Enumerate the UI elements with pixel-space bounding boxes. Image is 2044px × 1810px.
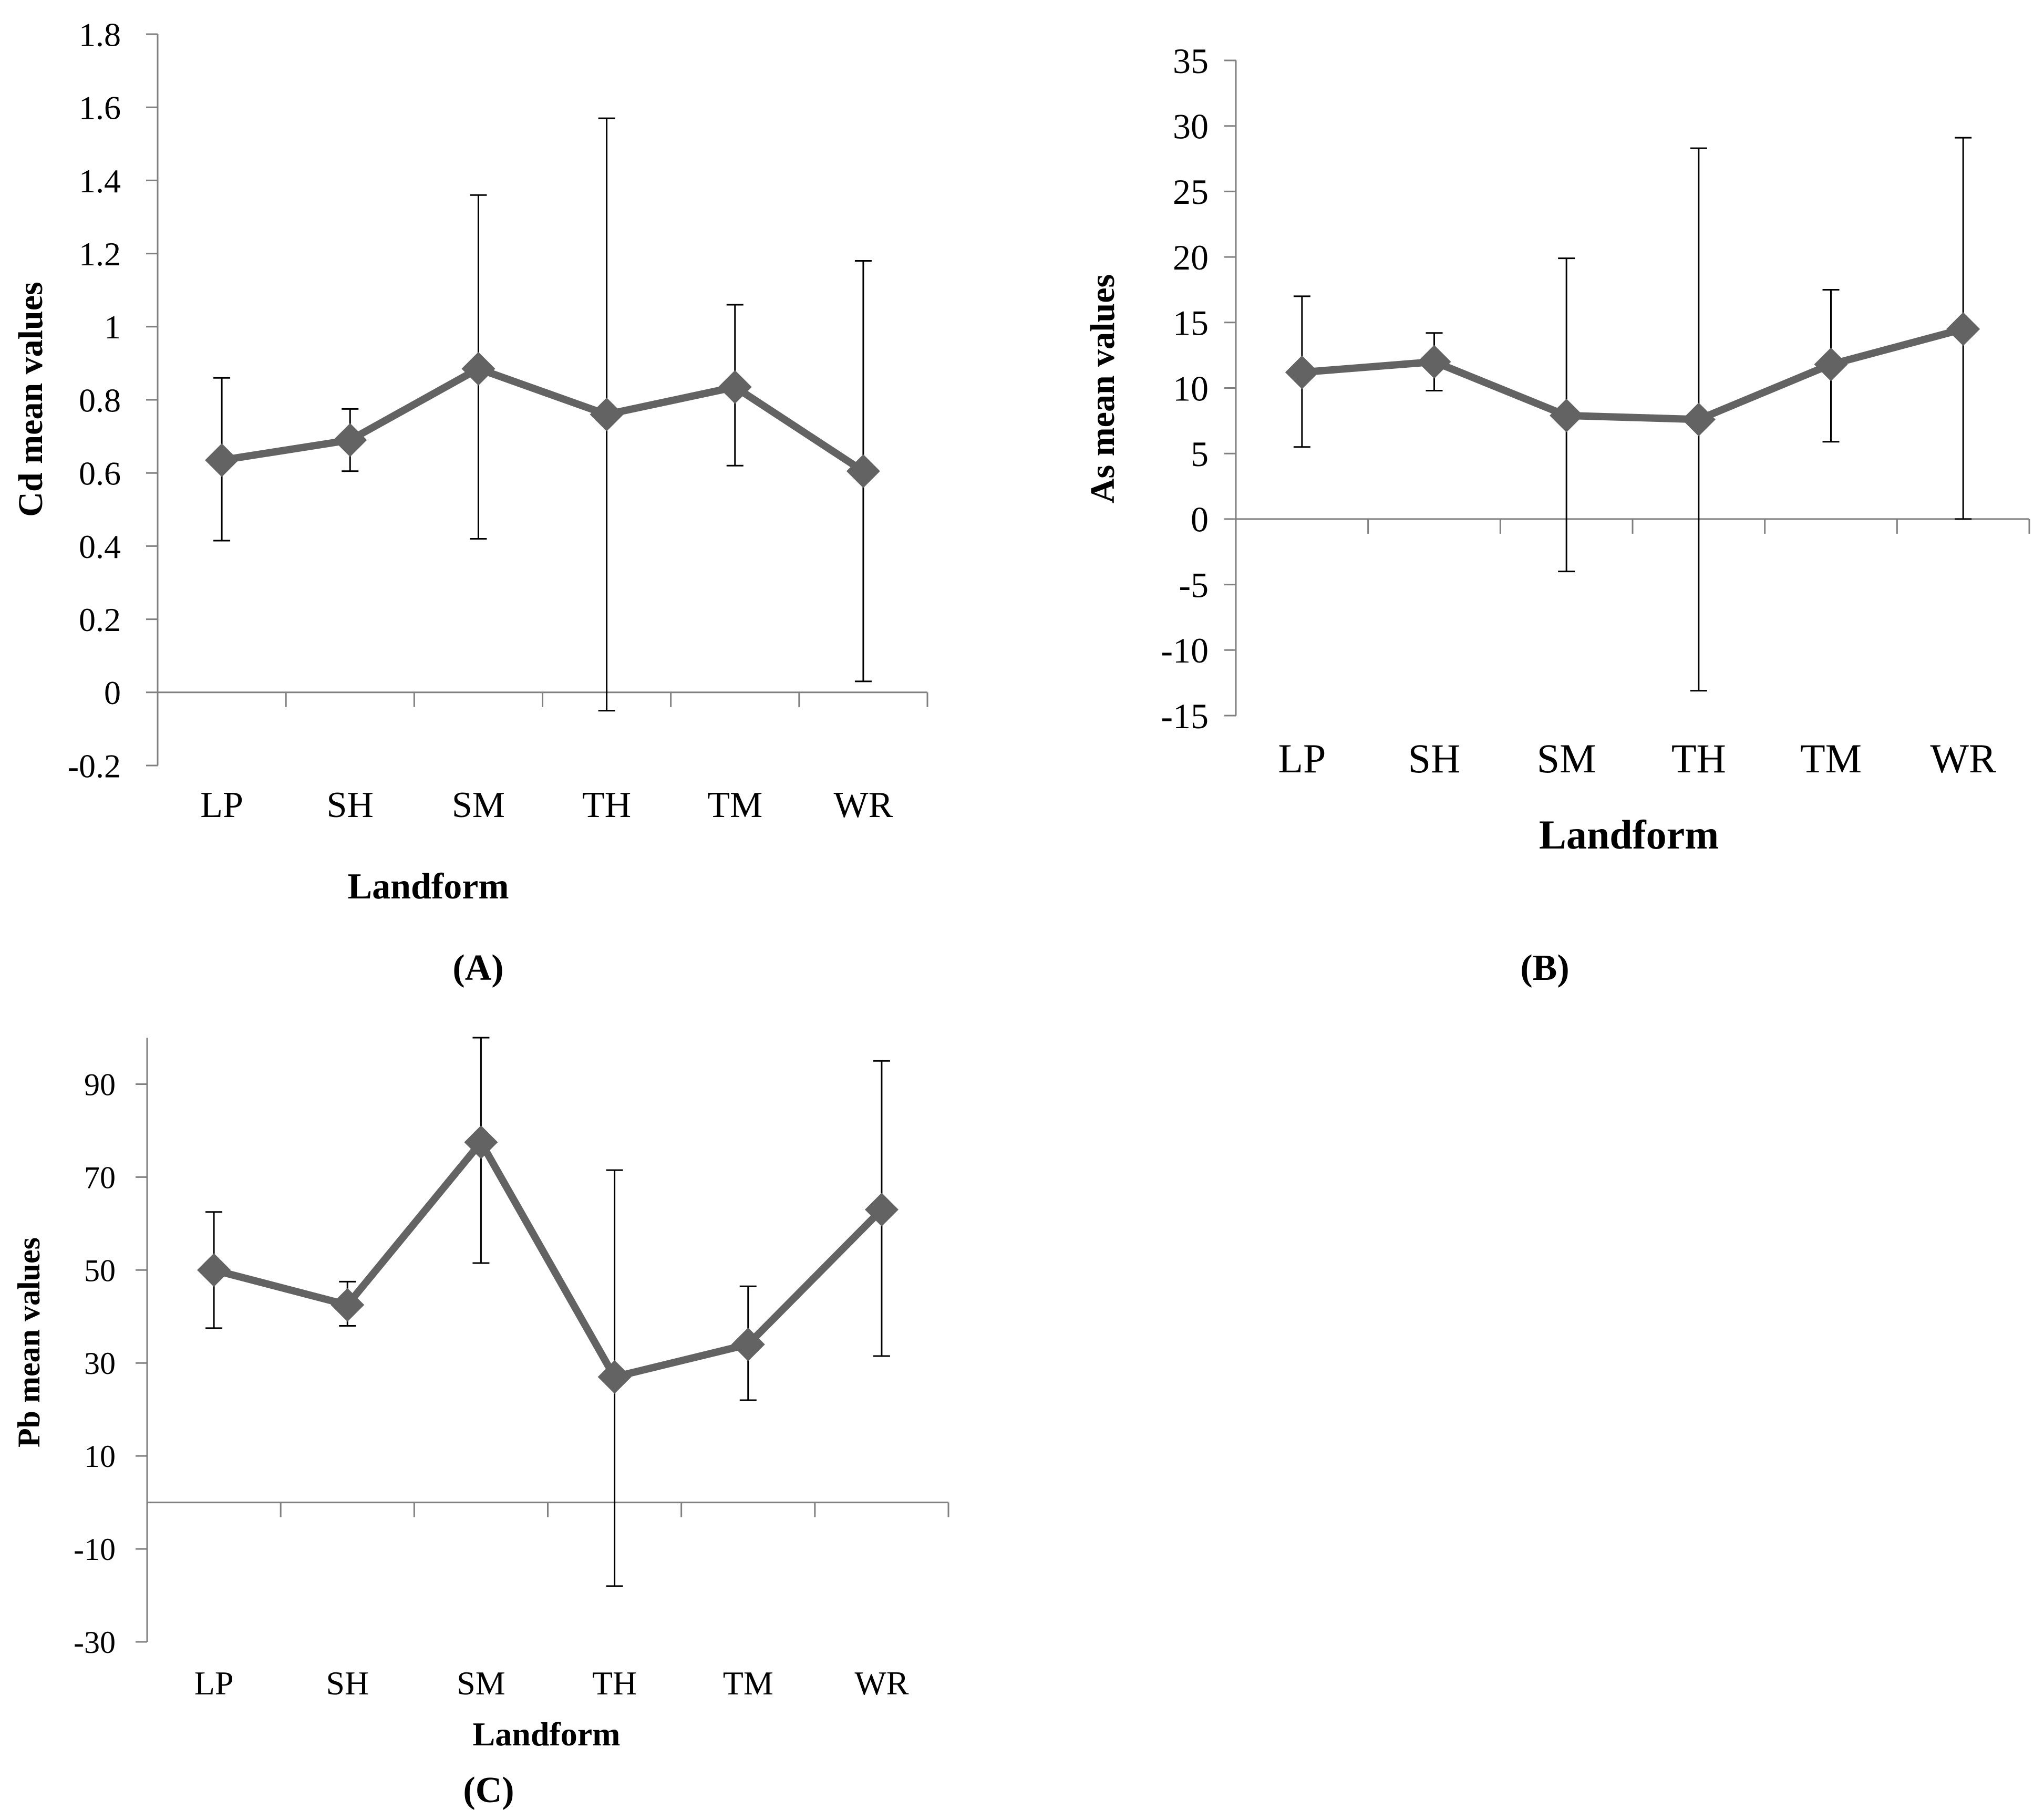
x-tick-label-a: WR xyxy=(834,785,893,825)
x-tick-label-b: TM xyxy=(1800,736,1862,781)
data-point-b-th xyxy=(1681,402,1716,437)
data-point-a-sh xyxy=(333,423,367,457)
y-axis-label-c: Pb mean values xyxy=(12,1237,46,1447)
data-point-a-lp xyxy=(205,443,239,477)
x-tick-label-a: SH xyxy=(327,785,374,825)
y-tick-label-a: 1.8 xyxy=(79,16,121,53)
panel-c: Pb mean values Landform (C) -30 -10 10 30 50… xyxy=(12,1037,949,1810)
series-line-c xyxy=(213,1139,884,1381)
panel-label-c: (C) xyxy=(463,1770,514,1810)
y-tick-label-b: 30 xyxy=(1173,107,1209,147)
y-tick-label-b: 20 xyxy=(1173,237,1209,277)
y-tick-label-a: 1 xyxy=(104,308,121,346)
y-tick-label-b: -15 xyxy=(1161,696,1209,736)
data-point-b-wr xyxy=(1946,312,1980,346)
y-tick-label-b: 5 xyxy=(1191,434,1209,474)
y-tick-label-c: -30 xyxy=(74,1625,116,1660)
x-tick-label-b: TH xyxy=(1671,736,1726,781)
data-point-b-tm xyxy=(1814,347,1848,381)
x-tick-label-c: TM xyxy=(723,1664,773,1702)
y-tick-label-b: 25 xyxy=(1173,172,1209,212)
y-axis-label-b: As mean values xyxy=(1083,274,1122,503)
x-tick-label-c: WR xyxy=(854,1664,909,1702)
y-tick-label-a: 0.6 xyxy=(79,455,121,492)
y-tick-label-b: 35 xyxy=(1173,41,1209,81)
x-axis-label-b: Landform xyxy=(1539,812,1719,857)
data-point-b-sh xyxy=(1417,345,1451,379)
x-axis-label-c: Landform xyxy=(473,1715,621,1753)
x-tick-label-b: SM xyxy=(1537,736,1596,781)
data-point-c-sm xyxy=(464,1125,498,1160)
data-point-a-wr xyxy=(846,454,880,488)
data-point-c-tm xyxy=(731,1327,765,1361)
y-tick-label-b: 10 xyxy=(1173,368,1209,408)
y-tick-label-b: 0 xyxy=(1191,500,1209,540)
y-tick-label-a: 0.2 xyxy=(79,601,121,638)
panel-a: Cd mean values Landform (A) -0.2 0 0.2 0.4 0… xyxy=(12,16,928,988)
panel-label-a: (A) xyxy=(452,948,503,988)
x-tick-label-c: TH xyxy=(592,1664,637,1702)
y-tick-label-b: -10 xyxy=(1161,630,1209,670)
x-axis-label-a: Landform xyxy=(347,866,509,907)
data-point-b-lp xyxy=(1285,355,1319,389)
x-tick-label-c: SH xyxy=(326,1664,369,1702)
y-tick-label-a: 1.2 xyxy=(79,235,121,273)
series-line-b xyxy=(1302,325,1964,423)
x-tick-label-c: LP xyxy=(194,1664,234,1702)
y-tick-label-a: -0.2 xyxy=(68,747,121,784)
x-tick-label-b: WR xyxy=(1930,736,1996,781)
x-tick-label-a: TM xyxy=(707,785,762,825)
y-tick-label-c: 10 xyxy=(84,1439,116,1474)
y-tick-label-a: 1.6 xyxy=(79,89,121,127)
data-point-a-tm xyxy=(718,370,752,404)
y-axis-label-a: Cd mean values xyxy=(12,282,50,516)
y-tick-label-c: 30 xyxy=(84,1346,116,1381)
y-tick-label-a: 1.4 xyxy=(79,162,121,200)
data-point-c-th xyxy=(597,1360,632,1394)
x-tick-label-a: SM xyxy=(452,785,505,825)
data-point-c-lp xyxy=(197,1253,231,1287)
series-line-a xyxy=(221,365,865,474)
y-tick-label-b: 15 xyxy=(1173,303,1209,343)
x-tick-label-b: SH xyxy=(1408,736,1461,781)
panel-label-b: (B) xyxy=(1520,948,1569,988)
data-point-a-sm xyxy=(461,351,495,386)
y-tick-label-a: 0.8 xyxy=(79,381,121,419)
y-tick-label-c: 90 xyxy=(84,1067,116,1102)
y-tick-label-c: 50 xyxy=(84,1253,116,1288)
panel-b: As mean values Landform (B) -15 -10 -5 0 5 10… xyxy=(1083,41,2030,988)
y-tick-label-c: 70 xyxy=(84,1160,116,1195)
x-tick-label-b: LP xyxy=(1278,736,1326,781)
data-point-c-wr xyxy=(864,1193,899,1227)
x-tick-label-a: TH xyxy=(582,785,631,825)
y-tick-label-a: 0 xyxy=(104,674,121,711)
data-point-a-th xyxy=(590,397,624,431)
data-point-b-sm xyxy=(1550,398,1584,432)
data-point-c-sh xyxy=(331,1288,365,1322)
y-tick-label-a: 0.4 xyxy=(79,528,121,565)
y-tick-label-c: -10 xyxy=(74,1532,116,1567)
y-tick-label-b: -5 xyxy=(1179,565,1209,605)
x-tick-label-c: SM xyxy=(457,1664,505,1702)
x-tick-label-a: LP xyxy=(200,785,243,825)
